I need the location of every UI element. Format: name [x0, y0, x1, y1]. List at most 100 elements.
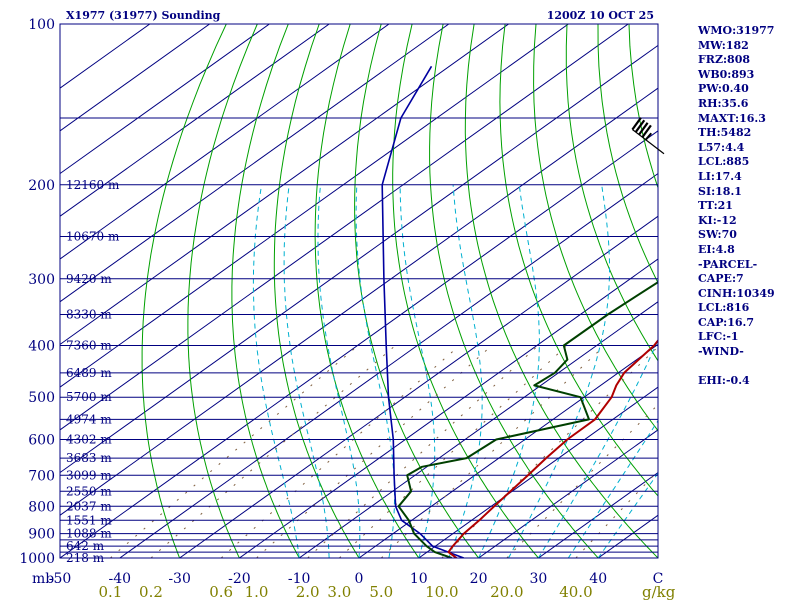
pressure-tick-label: 800: [28, 499, 55, 515]
moist-adiabat: [597, 472, 658, 558]
index-row: -WIND-: [698, 345, 744, 359]
index-row: RH:35.6: [698, 96, 749, 110]
index-row: TT:21: [698, 199, 733, 213]
height-label: 3099 m: [66, 468, 112, 482]
index-row: CINH:10349: [698, 286, 775, 300]
mixing-ratio-tick-label: 20.0: [490, 583, 523, 600]
mixing-ratio-unit-label: g/kg: [642, 583, 676, 600]
temperature-tick-label: C: [653, 571, 664, 587]
height-label: 1088 m: [66, 527, 112, 541]
chart-grid: [60, 24, 658, 558]
wind-barb-feather: [634, 119, 646, 133]
mixing-ratio-tick-label: 40.0: [559, 583, 592, 600]
index-row: PW:0.40: [698, 82, 749, 96]
wind-barbs: [631, 117, 665, 155]
temperature-tick-label: -10: [288, 571, 311, 587]
mixing-ratio-tick-label: 0.6: [209, 583, 233, 600]
index-row: LI:17.4: [698, 169, 742, 183]
height-label: 5700 m: [66, 390, 112, 404]
height-label: 4302 m: [66, 433, 112, 447]
height-label: 2037 m: [66, 499, 112, 513]
pressure-tick-label: 200: [28, 178, 55, 194]
pressure-tick-label: 600: [28, 433, 55, 449]
isotherm-line: [358, 343, 658, 558]
isotherm-line: [60, 24, 509, 346]
temperature-tick-label: 40: [589, 571, 607, 587]
isotherm-line: [298, 301, 658, 558]
isotherm-line: [119, 172, 658, 558]
index-row: LFC:-1: [698, 330, 739, 344]
sounding-time: 1200Z 10 OCT 25: [547, 9, 654, 22]
pressure-tick-label: 1000: [19, 551, 55, 567]
mixing-ratio-tick-label: 0.1: [98, 583, 122, 600]
index-row: CAPE:7: [698, 272, 744, 286]
mixing-ratio-tick-label: 1.0: [245, 583, 269, 600]
isotherm-line: [60, 130, 658, 558]
height-label: 7360 m: [66, 339, 112, 353]
height-label: 1551 m: [66, 513, 112, 527]
chart-profiles: [381, 65, 658, 558]
isotherm-line: [179, 215, 658, 558]
wind-barb-feather: [631, 117, 642, 131]
isotherm-line: [60, 44, 658, 474]
index-row: L57:4.4: [698, 140, 745, 154]
index-row: LCL:816: [698, 301, 750, 315]
wind-barb: [631, 117, 665, 155]
index-row: WB0:893: [698, 67, 755, 81]
height-label: 4974 m: [66, 412, 112, 426]
pressure-tick-label: 100: [28, 17, 55, 33]
index-row: MW:182: [698, 38, 749, 52]
index-row: EHI:-0.4: [698, 374, 750, 388]
index-row: [698, 360, 775, 375]
moist-adiabat: [567, 419, 658, 558]
temperature-tick-label: 20: [470, 571, 488, 587]
isotherm-line: [478, 429, 658, 558]
index-row: EI:4.8: [698, 242, 735, 256]
temperature-tick-label: -50: [49, 571, 72, 587]
pressure-unit-label: mb: [32, 571, 54, 587]
pressure-tick-label: 700: [28, 468, 55, 484]
wind-barb-staff: [632, 129, 665, 155]
index-row: MAXT:16.3: [698, 111, 766, 125]
pressure-tick-label: 500: [28, 390, 55, 406]
height-label: 12160 m: [66, 178, 120, 192]
mixing-ratio-tick-label: 2.0: [296, 583, 320, 600]
index-row: WMO:31977: [698, 24, 775, 37]
height-label: 8330 m: [66, 308, 112, 322]
pressure-tick-label: 400: [28, 339, 55, 355]
isotherm-line: [60, 24, 569, 388]
height-label: 642 m: [66, 539, 105, 553]
temperature-tick-label: 0: [355, 571, 364, 587]
pressure-tick-label: 900: [28, 527, 55, 543]
temperature-tick-label: -30: [168, 571, 191, 587]
index-row: TH:5482: [698, 126, 752, 140]
isotherm-line: [239, 258, 658, 558]
temperature-tick-label: 10: [410, 571, 428, 587]
mixing-ratio-tick-label: 0.2: [139, 583, 163, 600]
temperature-tick-label: -20: [228, 571, 251, 587]
mixing-ratio-tick-label: 10.0: [425, 583, 458, 600]
index-row: FRZ:808: [698, 53, 751, 67]
isotherm-line: [60, 24, 450, 303]
height-label: 9420 m: [66, 272, 112, 286]
height-label: 10670 m: [66, 229, 120, 243]
parcel-trace: [381, 65, 464, 558]
isotherm-line: [60, 24, 629, 431]
isotherm-line: [60, 24, 390, 260]
index-row: -PARCEL-: [698, 257, 758, 271]
index-row: CAP:16.7: [698, 315, 755, 329]
isotherm-line: [418, 386, 658, 558]
mixing-ratio-tick-label: 3.0: [327, 583, 351, 600]
height-label: 3683 m: [66, 451, 112, 465]
temperature-tick-label: 30: [529, 571, 547, 587]
wind-barb-feather: [638, 122, 649, 136]
wind-barb-half-feather: [644, 132, 653, 141]
dewpoint-trace: [397, 280, 658, 558]
index-row: LCL:885: [698, 155, 750, 169]
mixing-ratio-tick-label: 5.0: [369, 583, 393, 600]
index-row: SI:18.1: [698, 184, 742, 198]
index-row: SW:70: [698, 228, 737, 242]
temperature-tick-label: -40: [109, 571, 132, 587]
